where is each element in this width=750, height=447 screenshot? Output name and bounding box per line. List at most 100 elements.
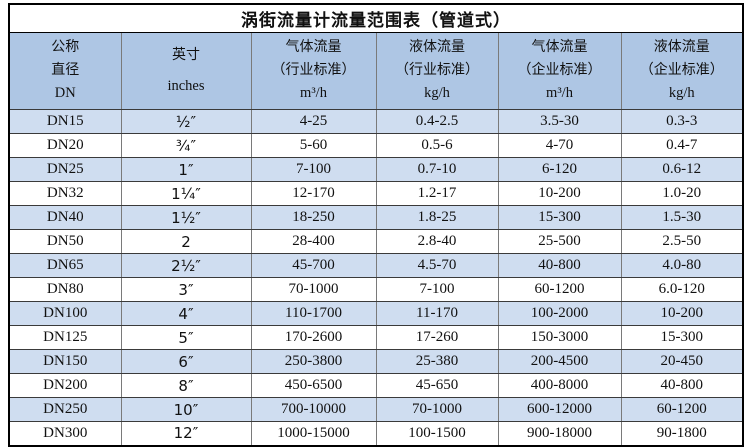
inches-cell: 2	[120, 229, 252, 254]
col-header-gas-flow-enterprise: 气体流量 （企业标准） m³/h	[497, 32, 622, 110]
liquid-flow-industry-cell: 7-100	[375, 277, 499, 302]
inches-cell: 1″	[120, 157, 252, 182]
gas-flow-industry-cell: 12-170	[250, 181, 377, 206]
col-header-liquid-flow-industry: 液体流量 （行业标准） kg/h	[375, 32, 499, 110]
col-header-line: （企业标准）	[517, 62, 602, 78]
table-title: 涡街流量计流量范围表（管道式）	[9, 4, 744, 33]
col-header-line: 液体流量	[409, 40, 465, 56]
table-row: DN40 1½″ 18-250 1.8-25 15-300 1.5-30	[8, 205, 744, 230]
table-row: DN150 6″ 250-3800 25-380 200-4500 20-450	[8, 349, 744, 374]
col-header-line: 气体流量	[531, 40, 588, 56]
liquid-flow-enterprise-cell: 60-1200	[620, 397, 744, 422]
inches-cell: 10″	[120, 397, 252, 422]
col-header-line: inches	[167, 77, 205, 94]
dn-cell: DN250	[8, 397, 122, 422]
dn-cell: DN15	[8, 109, 122, 134]
col-header-gas-flow-industry: 气体流量 （行业标准） m³/h	[250, 32, 377, 110]
table-row: DN50 2 28-400 2.8-40 25-500 2.5-50	[8, 229, 744, 254]
liquid-flow-industry-cell: 25-380	[375, 349, 499, 374]
dn-cell: DN80	[8, 277, 122, 302]
liquid-flow-industry-cell: 1.2-17	[375, 181, 499, 206]
dn-cell: DN65	[8, 253, 122, 278]
dn-cell: DN300	[8, 421, 122, 446]
gas-flow-enterprise-cell: 10-200	[497, 181, 622, 206]
col-header-line: （行业标准）	[395, 62, 479, 78]
col-header-line: 公称	[51, 40, 80, 56]
col-header-line: kg/h	[668, 84, 695, 101]
table-row: DN20 ¾″ 5-60 0.5-6 4-70 0.4-7	[8, 133, 744, 158]
liquid-flow-enterprise-cell: 15-300	[620, 325, 744, 350]
gas-flow-enterprise-cell: 3.5-30	[497, 109, 622, 134]
gas-flow-industry-cell: 70-1000	[250, 277, 377, 302]
inches-cell: 5″	[120, 325, 252, 350]
col-header-dn: 公称 直径 DN	[8, 32, 122, 110]
col-header-line: 直径	[51, 62, 80, 78]
dn-cell: DN40	[8, 205, 122, 230]
inches-cell: 1¼″	[120, 181, 252, 206]
liquid-flow-enterprise-cell: 20-450	[620, 349, 744, 374]
dn-cell: DN25	[8, 157, 122, 182]
liquid-flow-enterprise-cell: 2.5-50	[620, 229, 744, 254]
inches-cell: 8″	[120, 373, 252, 398]
table-row: DN15 ½″ 4-25 0.4-2.5 3.5-30 0.3-3	[8, 109, 744, 134]
liquid-flow-industry-cell: 0.5-6	[375, 133, 499, 158]
table-row: DN125 5″ 170-2600 17-260 150-3000 15-300	[8, 325, 744, 350]
liquid-flow-enterprise-cell: 1.5-30	[620, 205, 744, 230]
table-row: DN250 10″ 700-10000 70-1000 600-12000 60-1200	[8, 397, 744, 422]
gas-flow-industry-cell: 450-6500	[250, 373, 377, 398]
liquid-flow-industry-cell: 4.5-70	[375, 253, 499, 278]
inches-cell: 2½″	[120, 253, 252, 278]
dn-cell: DN100	[8, 301, 122, 326]
gas-flow-industry-cell: 45-700	[250, 253, 377, 278]
inches-cell: 6″	[120, 349, 252, 374]
gas-flow-enterprise-cell: 100-2000	[497, 301, 622, 326]
col-header-line: 英寸	[172, 47, 200, 63]
table-row: DN300 12″ 1000-15000 100-1500 900-18000 90-18…	[8, 421, 744, 446]
col-header-line: 液体流量	[653, 40, 710, 56]
liquid-flow-enterprise-cell: 0.3-3	[620, 109, 744, 134]
liquid-flow-enterprise-cell: 0.6-12	[620, 157, 744, 182]
liquid-flow-enterprise-cell: 1.0-20	[620, 181, 744, 206]
liquid-flow-industry-cell: 45-650	[375, 373, 499, 398]
inches-cell: 1½″	[120, 205, 252, 230]
gas-flow-enterprise-cell: 15-300	[497, 205, 622, 230]
gas-flow-enterprise-cell: 600-12000	[497, 397, 622, 422]
col-header-line: m³/h	[300, 84, 327, 101]
col-header-line: DN	[54, 84, 76, 101]
liquid-flow-enterprise-cell: 6.0-120	[620, 277, 744, 302]
liquid-flow-enterprise-cell: 90-1800	[620, 421, 744, 446]
dn-cell: DN200	[8, 373, 122, 398]
liquid-flow-industry-cell: 17-260	[375, 325, 499, 350]
inches-cell: 12″	[120, 421, 252, 446]
inches-cell: ¾″	[120, 133, 252, 158]
gas-flow-industry-cell: 7-100	[250, 157, 377, 182]
table-row: DN25 1″ 7-100 0.7-10 6-120 0.6-12	[8, 157, 744, 182]
liquid-flow-enterprise-cell: 40-800	[620, 373, 744, 398]
title-row: 涡街流量计流量范围表（管道式）	[9, 4, 744, 33]
gas-flow-enterprise-cell: 200-4500	[497, 349, 622, 374]
gas-flow-industry-cell: 170-2600	[250, 325, 377, 350]
gas-flow-industry-cell: 4-25	[250, 109, 377, 134]
table-row: DN200 8″ 450-6500 45-650 400-8000 40-800	[8, 373, 744, 398]
gas-flow-enterprise-cell: 60-1200	[497, 277, 622, 302]
dn-cell: DN32	[8, 181, 122, 206]
gas-flow-enterprise-cell: 6-120	[497, 157, 622, 182]
table-row: DN80 3″ 70-1000 7-100 60-1200 6.0-120	[8, 277, 744, 302]
gas-flow-industry-cell: 250-3800	[250, 349, 377, 374]
dn-cell: DN50	[8, 229, 122, 254]
inches-cell: 3″	[120, 277, 252, 302]
gas-flow-enterprise-cell: 25-500	[497, 229, 622, 254]
gas-flow-industry-cell: 28-400	[250, 229, 377, 254]
col-header-line: （企业标准）	[639, 62, 724, 78]
gas-flow-industry-cell: 18-250	[250, 205, 377, 230]
col-header-line: （行业标准）	[271, 62, 356, 78]
header-row: 公称 直径 DN 英寸 inches 气体流量 （行业标准） m³/h	[8, 32, 744, 110]
dn-cell: DN125	[8, 325, 122, 350]
col-header-line: 气体流量	[285, 40, 342, 56]
liquid-flow-enterprise-cell: 0.4-7	[620, 133, 744, 158]
table-row: DN65 2½″ 45-700 4.5-70 40-800 4.0-80	[8, 253, 744, 278]
gas-flow-enterprise-cell: 900-18000	[497, 421, 622, 446]
col-header-liquid-flow-enterprise: 液体流量 （企业标准） kg/h	[620, 32, 744, 110]
col-header-line: m³/h	[546, 84, 573, 101]
